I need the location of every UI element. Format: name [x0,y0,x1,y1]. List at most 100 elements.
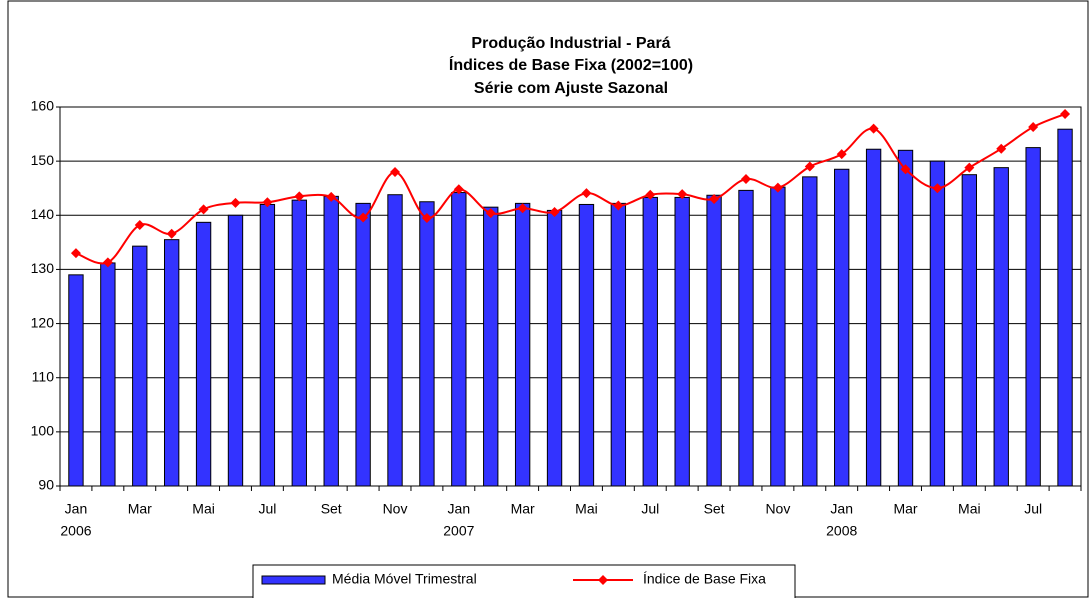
x-tick-label: Jul [1024,501,1042,517]
line-marker [900,164,911,175]
x-tick-label: Mai [192,501,215,517]
line-marker [549,207,560,218]
bar [578,203,595,487]
line-marker [932,183,943,194]
bar [132,245,148,487]
bar [546,209,563,487]
line-marker [1028,122,1039,133]
legend-swatch [598,575,608,585]
bar [483,206,499,487]
bar [355,202,371,487]
line-marker [645,189,656,200]
x-tick-label: Nov [383,501,408,517]
x-tick-label: Mai [958,501,981,517]
line-marker [102,257,113,268]
bar [610,202,627,487]
line-marker [70,248,81,259]
line-marker [1060,109,1071,120]
line-marker [709,194,720,205]
y-tick-label: 130 [31,260,55,276]
bar [195,221,212,487]
bar [834,168,850,487]
bar [100,262,116,487]
bar [865,148,882,487]
line-marker [294,191,305,202]
line-marker [198,204,209,215]
x-year-label: 2008 [826,523,857,539]
line-marker [230,197,241,208]
line-marker [262,197,273,208]
legend-swatch [261,575,326,585]
x-tick-label: Jan [65,501,88,517]
bar [163,239,180,487]
chart-title: Série com Ajuste Sazonal [474,80,668,97]
bar [897,149,914,487]
bar [451,192,467,487]
x-tick-label: Set [704,501,725,517]
x-tick-label: Mar [128,501,152,517]
bar [961,174,978,487]
line-marker [390,166,401,177]
y-tick-label: 100 [31,423,55,439]
bar [929,160,946,487]
bar [259,203,276,487]
y-tick-label: 110 [32,368,55,384]
bar [291,199,307,487]
bar [770,186,786,487]
line-marker [358,212,369,223]
line-marker [613,200,624,211]
bar [993,167,1009,487]
line-marker [453,184,464,195]
line-marker [772,182,783,193]
bar [387,194,403,487]
bar [802,176,818,487]
y-tick-label: 150 [31,152,55,168]
y-tick-label: 90 [38,477,54,493]
line-marker [134,220,145,231]
x-year-label: 2007 [443,523,474,539]
line-marker [996,143,1007,154]
line-marker [485,208,496,219]
x-tick-label: Mar [893,501,917,517]
bar [738,189,754,487]
plot-area [59,106,1082,487]
x-tick-label: Jul [258,501,276,517]
bar [674,196,690,487]
x-tick-label: Jan [830,501,853,517]
x-tick-label: Jul [641,501,659,517]
x-tick-label: Mar [511,501,535,517]
line-marker [517,203,528,214]
line-marker [836,149,847,160]
line-marker [421,212,432,223]
x-tick-label: Mai [575,501,598,517]
line-marker [964,162,975,173]
line-marker [740,174,751,185]
y-tick-label: 140 [31,206,55,222]
chart-title: Índices de Base Fixa (2002=100) [449,55,693,74]
line-marker [166,228,177,239]
x-tick-label: Jan [448,501,471,517]
bar [642,196,658,487]
bar [706,194,722,487]
line-marker [868,123,879,134]
bar [323,195,339,487]
line-marker [581,188,592,199]
x-tick-label: Nov [765,501,790,517]
y-tick-label: 160 [31,98,55,114]
x-tick-label: Set [321,501,342,517]
chart-title: Produção Industrial - Pará [471,35,670,52]
bar [1025,147,1041,487]
y-tick-label: 120 [31,314,55,330]
bar [1057,128,1073,487]
legend-label: Média Móvel Trimestral [332,571,477,587]
legend [252,564,796,598]
bar [68,274,84,487]
bar [227,214,244,487]
line-marker [326,191,337,202]
bar [419,201,435,487]
line-marker [677,189,688,200]
x-year-label: 2006 [60,523,91,539]
legend-label: Índice de Base Fixa [643,571,766,587]
